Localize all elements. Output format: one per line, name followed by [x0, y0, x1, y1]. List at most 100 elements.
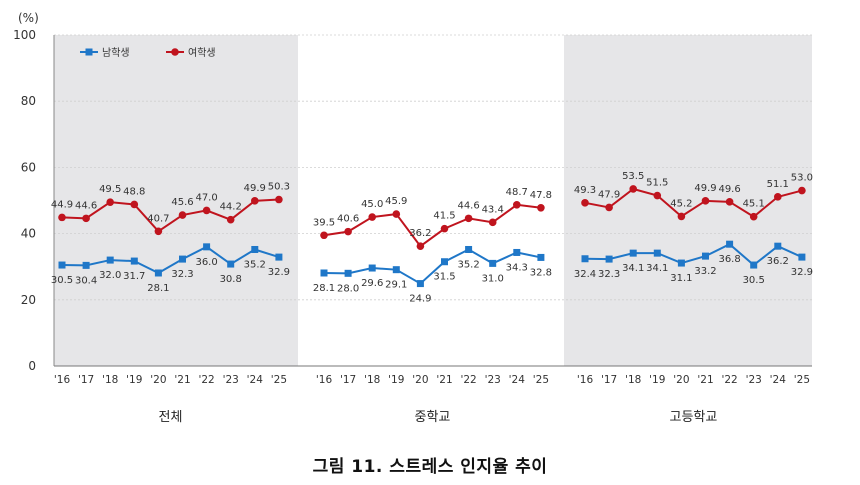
data-label: 31.0: [482, 273, 504, 284]
data-label: 31.7: [123, 271, 145, 282]
data-label: 45.9: [385, 196, 407, 207]
data-point-female: [440, 224, 449, 233]
series-line-female: [584, 187, 803, 218]
data-point-male: [251, 245, 259, 253]
legend-label: 남학생: [102, 47, 130, 59]
data-point-male: [416, 280, 424, 288]
data-point-male: [513, 248, 521, 256]
x-tick-label: '24: [247, 374, 264, 386]
data-point-female: [774, 193, 782, 201]
data-label: 32.4: [574, 269, 596, 280]
x-tick-label: '19: [126, 374, 142, 386]
data-point-male: [227, 260, 235, 268]
x-tick-label: '16: [316, 374, 333, 386]
data-label: 30.5: [51, 275, 73, 286]
x-tick-label: '23: [485, 374, 501, 386]
x-tick-label: '19: [388, 374, 404, 386]
data-label: 49.6: [718, 184, 740, 195]
x-tick-label: '17: [78, 374, 94, 386]
x-tick-label: '18: [102, 374, 118, 386]
data-label: 24.9: [409, 294, 431, 305]
x-tick-label: '20: [412, 374, 428, 386]
data-point-female: [537, 203, 545, 212]
data-label: 30.5: [743, 275, 765, 286]
data-point-male: [203, 243, 211, 251]
y-tick-label: 100: [13, 28, 36, 42]
data-label: 43.4: [482, 204, 504, 215]
series-line-male: [323, 248, 542, 285]
data-label: 47.9: [598, 189, 620, 200]
data-label: 44.6: [75, 200, 97, 211]
x-tick-label: '16: [577, 374, 594, 386]
data-point-female: [653, 191, 662, 200]
data-point-male: [82, 261, 90, 269]
data-point-male: [798, 253, 806, 261]
legend-label: 여학생: [188, 47, 216, 59]
data-label: 44.9: [51, 199, 73, 210]
data-point-male: [154, 269, 162, 277]
data-point-female: [226, 215, 235, 224]
data-label: 34.3: [506, 262, 528, 273]
series-line-female: [61, 198, 279, 233]
data-label: 49.3: [574, 185, 596, 196]
data-label: 29.6: [361, 278, 383, 289]
data-point-male: [465, 245, 473, 253]
y-unit-label: (%): [18, 11, 39, 25]
data-label: 28.0: [337, 283, 359, 294]
data-point-female: [106, 198, 114, 206]
data-label: 47.0: [195, 192, 217, 203]
y-tick-label: 0: [28, 359, 36, 373]
data-point-male: [489, 259, 497, 267]
data-label: 53.0: [791, 173, 813, 184]
data-label: 31.5: [433, 272, 455, 283]
data-label: 36.2: [409, 228, 431, 239]
data-point-female: [82, 214, 90, 223]
y-tick-label: 80: [21, 94, 36, 108]
data-label: 32.0: [99, 270, 121, 281]
data-point-female: [725, 198, 734, 206]
x-tick-label: '20: [673, 374, 689, 386]
data-point-female: [798, 186, 806, 195]
x-tick-label: '17: [340, 374, 356, 386]
data-label: 36.8: [718, 254, 740, 265]
data-label: 32.3: [598, 269, 620, 280]
stress-trend-chart: 0 20 40 60 80 100 (%) '16 '17 '18 '19 '20 '21 '22 '23 '…: [13, 11, 813, 425]
x-tick-label: '22: [721, 374, 737, 386]
data-label: 33.2: [694, 266, 716, 277]
data-label: 45.0: [361, 199, 383, 210]
data-point-male: [750, 261, 758, 269]
data-point-male: [275, 253, 283, 261]
data-label: 48.8: [123, 186, 145, 197]
data-label: 30.4: [75, 275, 97, 286]
x-tick-label: '20: [150, 374, 166, 386]
x-tick-label: '24: [509, 374, 526, 386]
data-label: 51.5: [646, 178, 668, 189]
x-tick-label: '23: [223, 374, 239, 386]
x-tick-label: '25: [533, 374, 549, 386]
data-point-male: [368, 264, 376, 272]
data-point-male: [605, 255, 613, 263]
data-point-male: [344, 269, 352, 277]
data-point-female: [416, 242, 425, 250]
legend-marker-female: [171, 48, 179, 56]
panel-label: 전체: [158, 410, 182, 425]
figure-caption: 그림 11. 스트레스 인지율 추이: [312, 457, 548, 477]
data-point-male: [677, 259, 685, 267]
data-label: 28.1: [147, 283, 169, 294]
data-point-female: [464, 214, 473, 223]
data-point-female: [58, 213, 66, 222]
series-line-male: [61, 245, 280, 275]
x-tick-label: '22: [198, 374, 214, 386]
data-point-female: [749, 212, 758, 221]
x-tick-label: '17: [601, 374, 617, 386]
data-point-male: [179, 255, 186, 263]
data-label: 50.3: [268, 182, 290, 193]
data-point-male: [130, 257, 138, 265]
data-point-male: [320, 269, 328, 277]
data-point-female: [320, 231, 328, 240]
x-tick-label: '21: [697, 374, 713, 386]
data-point-male: [392, 266, 400, 274]
panel-background-3: [564, 35, 812, 366]
data-point-female: [130, 200, 139, 209]
